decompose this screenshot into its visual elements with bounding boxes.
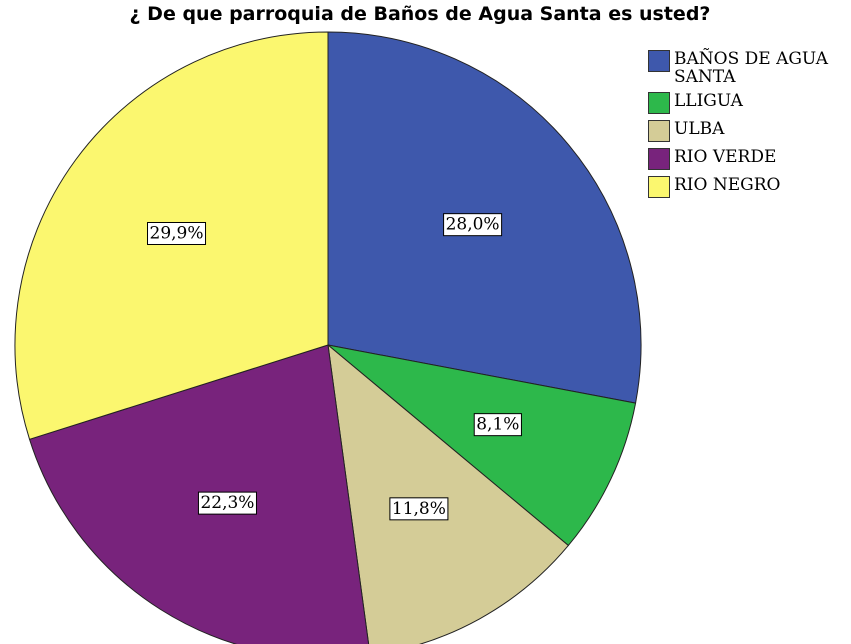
data-label: 22,3% [200, 493, 254, 513]
legend-label: LLIGUA [674, 91, 743, 111]
legend-entry: ULBA [648, 120, 848, 142]
legend-swatch [648, 50, 670, 72]
legend-swatch [648, 92, 670, 114]
legend-swatch [648, 176, 670, 198]
data-label: 28,0% [446, 215, 500, 235]
data-label: 8,1% [476, 415, 519, 435]
legend-entry: BAÑOS DE AGUA SANTA [648, 50, 848, 86]
legend-swatch [648, 120, 670, 142]
label-box [147, 221, 207, 245]
pie-slice [327, 343, 570, 644]
label-box [389, 497, 449, 521]
legend-entry: LLIGUA [648, 92, 848, 114]
legend-entry: RIO NEGRO [648, 176, 848, 198]
label-box [473, 413, 522, 437]
label-box [443, 213, 503, 237]
chart-title: ¿ De que parroquia de Baños de Agua Sant… [130, 3, 711, 25]
legend-swatch [648, 148, 670, 170]
legend-entry: RIO VERDE [648, 148, 848, 170]
label-box [197, 491, 257, 515]
legend-label: BAÑOS DE AGUA SANTA [674, 49, 829, 87]
legend-label: RIO NEGRO [674, 175, 781, 195]
pie-slice [326, 344, 637, 547]
legend-label: RIO VERDE [674, 147, 777, 167]
data-label: 11,8% [392, 499, 446, 519]
data-label: 29,9% [150, 223, 204, 243]
legend: BAÑOS DE AGUA SANTA LLIGUA ULBA RIO VERDE RI… [648, 50, 848, 204]
legend-label: ULBA [674, 119, 725, 139]
